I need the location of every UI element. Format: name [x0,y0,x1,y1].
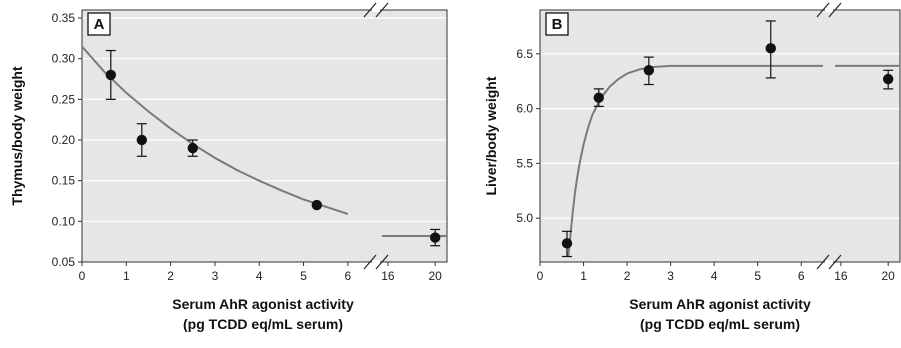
axis-break-gap-bottom [372,260,380,264]
axis-break-mark [375,254,389,270]
x-tick-label: 5 [754,269,761,283]
panel-b: 5.0 5.5 6.0 6.5 0 1 2 3 4 5 6 16 20 B Liver/body weigh… [483,2,901,332]
axis-break-mark [363,254,377,270]
data-point [593,92,604,103]
data-point [882,73,894,85]
x-tick-label: 2 [167,269,174,283]
x-tick-label: 16 [381,269,395,283]
data-point [105,69,117,81]
data-point [561,238,573,249]
axis-break-gap-top [825,8,833,12]
x-tick-label: 4 [711,269,718,283]
y-tick-label: 0.30 [52,52,76,66]
y-tick-label: 0.10 [52,214,76,228]
y-axis-title: Liver/body weight [483,76,499,195]
x-tick-label: 3 [212,269,219,283]
axis-break-gap-bottom [825,260,833,264]
y-tick-label: 0.05 [52,255,76,269]
axis-break-mark [363,2,377,18]
x-tick-label: 0 [537,269,544,283]
y-tick-label: 0.35 [52,11,76,25]
x-tick-label: 20 [429,269,443,283]
panel-label: A [94,16,105,33]
y-tick-label: 6.0 [516,102,533,116]
x-tick-label: 16 [834,269,848,283]
x-tick-label: 3 [667,269,674,283]
x-tick-label: 4 [256,269,263,283]
axis-break-gap-top [372,8,380,12]
axis-break-mark [828,2,842,18]
data-point [311,199,323,211]
x-tick-label: 0 [79,269,86,283]
data-point [765,43,776,54]
x-tick-label: 6 [798,269,805,283]
x-tick-label: 1 [580,269,587,283]
axis-break-mark [816,254,830,270]
x-axis-title-line1: Serum AhR agonist activity [629,296,811,312]
x-tick-label: 1 [123,269,130,283]
data-point [643,65,655,76]
x-axis-title-line2: (pg TCDD eq/mL serum) [640,316,800,332]
panel-label: B [552,16,563,33]
axis-break-mark [375,2,389,18]
panel-a: 0.05 0.10 0.15 0.20 0.25 0.30 0.35 0 1 2 3 4 5 6 16 20 A… [9,2,448,332]
x-tick-label: 6 [345,269,352,283]
y-tick-label: 0.20 [52,133,76,147]
x-tick-label: 20 [882,269,896,283]
x-tick-label: 2 [624,269,631,283]
x-axis-title-line1: Serum AhR agonist activity [172,296,354,312]
plot-frame [539,9,901,263]
y-axis-title: Thymus/body weight [9,66,25,206]
plot-area [540,10,900,262]
data-point [187,142,198,154]
axis-break-mark [828,254,842,270]
y-tick-label: 6.5 [516,47,533,61]
y-tick-label: 0.25 [52,92,76,106]
y-tick-label: 5.0 [516,211,533,225]
panel-label-box [545,12,569,36]
data-point [429,232,441,243]
plot-area [82,10,447,262]
fit-curve [81,45,349,215]
x-tick-label: 5 [300,269,307,283]
panel-label-box [87,12,111,36]
y-tick-label: 0.15 [52,174,76,188]
plot-frame [81,9,448,263]
axis-break-mark [816,2,830,18]
x-axis-title-line2: (pg TCDD eq/mL serum) [183,316,343,332]
data-point [136,134,148,146]
y-tick-label: 5.5 [516,156,533,170]
